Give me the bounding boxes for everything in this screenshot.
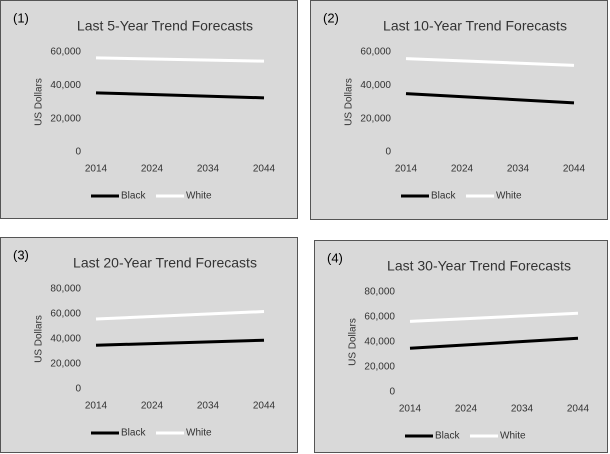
x-tick-label: 2034 <box>511 404 534 415</box>
panel-label: (3) <box>13 247 29 262</box>
x-tick-label: 2024 <box>451 164 474 175</box>
legend-label: White <box>500 431 526 442</box>
chart-title: Last 10-Year Trend Forecasts <box>383 18 567 34</box>
panel-label: (2) <box>323 10 339 25</box>
line-series <box>405 92 575 105</box>
legend-label: Black <box>431 191 456 202</box>
y-tick-label: 40,000 <box>360 80 391 91</box>
x-tick-label: 2034 <box>197 164 220 175</box>
legend-label: White <box>496 191 522 202</box>
y-tick-label: 40,000 <box>50 80 81 91</box>
x-tick-label: 2024 <box>141 401 164 412</box>
y-axis-label: US Dollars <box>34 315 45 363</box>
y-axis-label: US Dollars <box>344 78 355 126</box>
y-tick-label: 80,000 <box>364 287 395 298</box>
legend-label: Black <box>121 191 146 202</box>
legend-label: White <box>186 191 212 202</box>
y-tick-label: 60,000 <box>50 309 81 320</box>
x-tick-label: 2014 <box>399 404 422 415</box>
line-series <box>405 57 575 67</box>
y-tick-label: 0 <box>75 384 81 395</box>
x-tick-label: 2024 <box>455 404 478 415</box>
y-tick-label: 60,000 <box>50 47 81 58</box>
y-axis-label: US Dollars <box>34 78 45 126</box>
legend-label: Black <box>435 431 460 442</box>
x-tick-label: 2014 <box>85 401 108 412</box>
x-tick-label: 2034 <box>197 401 220 412</box>
x-tick-label: 2024 <box>141 164 164 175</box>
chart-panel: (1) Last 5-Year Trend Forecasts US Dollars… <box>0 0 298 219</box>
legend-label: White <box>186 428 212 439</box>
x-tick-label: 2034 <box>507 164 530 175</box>
x-tick-label: 2044 <box>567 404 590 415</box>
x-tick-label: 2014 <box>85 164 108 175</box>
y-tick-label: 60,000 <box>360 47 391 58</box>
panel-label: (4) <box>327 250 343 265</box>
chart-title: Last 30-Year Trend Forecasts <box>387 258 571 274</box>
chart-panel: (3) Last 20-Year Trend Forecasts US Dollar… <box>0 237 298 453</box>
x-tick-label: 2044 <box>563 164 586 175</box>
line-series <box>95 56 265 63</box>
legend-label: Black <box>121 428 146 439</box>
y-tick-label: 0 <box>385 147 391 158</box>
line-series <box>95 338 265 347</box>
y-tick-label: 20,000 <box>50 113 81 124</box>
line-series <box>95 91 265 100</box>
chart-title: Last 20-Year Trend Forecasts <box>73 255 257 271</box>
y-tick-label: 0 <box>75 147 81 158</box>
y-tick-label: 0 <box>389 387 395 398</box>
line-series <box>95 310 265 321</box>
chart-panel: (4) Last 30-Year Trend Forecasts US Dollar… <box>314 240 608 453</box>
y-tick-label: 80,000 <box>50 284 81 295</box>
chart-title: Last 5-Year Trend Forecasts <box>77 18 253 34</box>
y-tick-label: 60,000 <box>364 312 395 323</box>
x-tick-label: 2044 <box>253 401 276 412</box>
y-tick-label: 40,000 <box>364 337 395 348</box>
x-tick-label: 2044 <box>253 164 276 175</box>
line-series <box>409 311 579 323</box>
y-tick-label: 20,000 <box>50 359 81 370</box>
panel-label: (1) <box>13 10 29 25</box>
line-series <box>409 336 579 350</box>
y-tick-label: 20,000 <box>360 113 391 124</box>
y-tick-label: 40,000 <box>50 334 81 345</box>
y-tick-label: 20,000 <box>364 362 395 373</box>
x-tick-label: 2014 <box>395 164 418 175</box>
y-axis-label: US Dollars <box>348 318 359 366</box>
chart-panel: (2) Last 10-Year Trend Forecasts US Dollar… <box>310 0 608 220</box>
